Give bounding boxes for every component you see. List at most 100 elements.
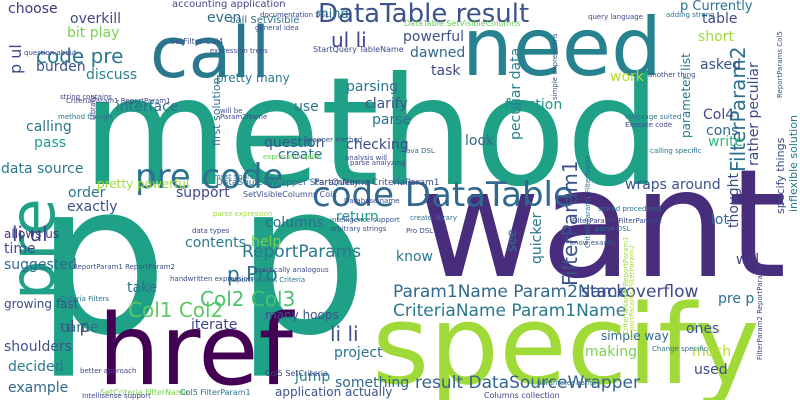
word: decided <box>8 359 64 375</box>
word: many hoops <box>265 308 339 322</box>
word: result DataSourceWrapper <box>415 373 640 393</box>
word: data source <box>1 161 84 177</box>
word: ul li <box>331 28 367 52</box>
word: pass <box>34 135 67 151</box>
word: CriteriaParam1 ReportParam1 <box>66 97 171 105</box>
word: documentation DSL <box>260 11 329 19</box>
word: parsing <box>346 79 399 95</box>
word: CriteriaName Param1Name <box>393 301 627 321</box>
word: Col1 Col2 <box>128 298 224 322</box>
word: Intellisense support <box>82 392 151 400</box>
word: use <box>294 99 319 115</box>
word: overkill <box>70 11 121 27</box>
word: need <box>462 1 662 94</box>
word: short <box>698 29 734 45</box>
word: support <box>176 185 230 201</box>
word: want <box>418 138 787 312</box>
word: method though <box>58 113 113 121</box>
word: exactly <box>67 199 118 215</box>
word: simple way <box>601 329 669 343</box>
word: Param2Name <box>220 113 268 121</box>
word: question <box>264 135 325 151</box>
word: pretty many <box>216 71 290 85</box>
word: arbitrary strings <box>330 225 387 233</box>
word: know exactly <box>570 239 617 247</box>
word: cons <box>706 123 739 139</box>
word: Pro DSL <box>406 227 434 235</box>
word: data types <box>192 227 230 235</box>
word: DataSourceWrapper StartQuery <box>216 178 359 188</box>
word: ReportParams Criteria <box>228 276 306 284</box>
word: Columns collection <box>484 391 560 400</box>
word: burden <box>36 59 86 75</box>
word: something <box>335 375 410 391</box>
word: method <box>82 46 662 220</box>
word: rather peculiar <box>746 62 762 166</box>
word: mind <box>316 7 349 22</box>
word: time <box>4 241 36 257</box>
word: Col4 <box>703 107 735 123</box>
word: example <box>8 380 69 396</box>
word: will be <box>220 107 243 115</box>
word: pre code <box>135 157 284 197</box>
word: ReportParams FilterParam2 <box>628 244 636 340</box>
word: calling specific <box>650 147 702 155</box>
word: ReportParams <box>242 242 362 262</box>
word: return <box>336 209 379 225</box>
word: Library <box>89 95 97 120</box>
word: Col5 SetCriteria <box>265 369 329 378</box>
word: see <box>505 229 520 252</box>
word: application actually <box>275 385 393 399</box>
word: discuss <box>86 67 138 83</box>
word: growing fast <box>4 297 79 311</box>
word: write <box>708 134 744 150</box>
word: ReportParam1 ReportParam2 <box>73 263 175 271</box>
word: ul p <box>60 317 90 336</box>
word: Col5 FilterParam1 <box>180 388 251 397</box>
word: Criteria Filters <box>60 295 110 303</box>
word: jump <box>295 369 331 385</box>
word: href <box>98 294 294 400</box>
word: ones <box>686 321 720 337</box>
word: pre p <box>718 291 755 307</box>
word: parameter name <box>537 379 597 387</box>
word: SetFilter Col4 <box>170 37 224 46</box>
word: p p <box>35 137 369 382</box>
word: even <box>207 10 242 26</box>
word: function <box>505 97 563 113</box>
word: parse <box>372 112 412 128</box>
word: DataTable SetVisibleColumns <box>404 19 521 28</box>
word: project <box>334 345 383 361</box>
word: Execute code <box>625 121 673 129</box>
word: quicker <box>529 212 545 264</box>
word: iterate <box>191 317 238 333</box>
word: code DataTable <box>312 175 574 215</box>
word: checking <box>346 137 409 153</box>
word: handwritten expression <box>170 275 253 283</box>
word: thought <box>726 172 742 228</box>
word: better approach <box>80 367 137 375</box>
word: used <box>694 362 728 378</box>
word: call <box>150 12 271 94</box>
word: will <box>736 252 760 268</box>
word: specify <box>372 281 760 400</box>
word: general idea <box>255 24 299 32</box>
word: making <box>585 344 637 360</box>
word: DataTable result <box>318 0 530 29</box>
word: code pre <box>36 44 124 68</box>
word: expression quite <box>263 153 321 161</box>
word: Col2 Col3 <box>200 287 296 311</box>
word: came <box>60 320 99 336</box>
word: parse analyzing <box>350 159 406 167</box>
word: asked <box>700 57 741 73</box>
word: take <box>127 280 158 296</box>
word: ReportParams Col5 <box>776 31 784 98</box>
word: contents <box>185 235 246 251</box>
word: parameter list <box>679 53 693 138</box>
word: li ul <box>12 222 48 246</box>
word: table <box>702 11 738 27</box>
word: intelligence support <box>330 216 400 224</box>
word: lot <box>711 212 729 228</box>
word: SetVisibleColumns Col1 <box>243 190 338 199</box>
